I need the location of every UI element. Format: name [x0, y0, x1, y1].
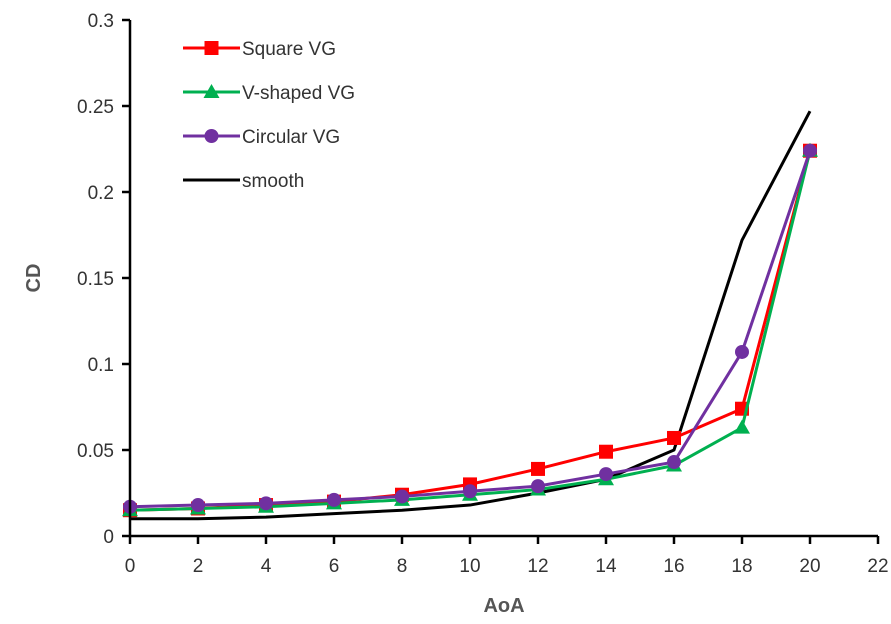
legend-label: Circular VG	[242, 127, 340, 148]
y-tick-label: 0	[103, 527, 114, 548]
plot-area	[122, 110, 818, 521]
data-point	[667, 455, 681, 470]
legend-entry: V-shaped VG	[183, 83, 355, 104]
legend-label: Square VG	[242, 39, 336, 60]
data-point	[803, 143, 817, 158]
legend-entry: Circular VG	[183, 127, 340, 148]
x-tick-label: 22	[867, 556, 888, 577]
data-point	[667, 430, 681, 445]
legend-label: V-shaped VG	[242, 83, 355, 104]
x-tick-label: 14	[595, 556, 617, 577]
data-point	[734, 419, 750, 434]
legend-marker	[204, 129, 219, 143]
data-point	[531, 461, 545, 476]
y-tick-label: 0.05	[77, 441, 114, 462]
x-tick-label: 18	[731, 556, 752, 577]
legend-marker	[203, 84, 220, 98]
x-axis-title: AoA	[483, 595, 524, 617]
y-axis-title: CD	[23, 264, 45, 293]
y-tick-label: 0.3	[88, 11, 114, 32]
legend-entry: smooth	[183, 171, 304, 192]
data-point	[327, 492, 341, 507]
x-tick-label: 16	[663, 556, 684, 577]
legend-entry: Square VG	[183, 39, 336, 60]
data-point	[395, 489, 409, 504]
data-point	[599, 444, 613, 459]
data-point	[259, 496, 273, 511]
y-tick-label: 0.15	[77, 269, 114, 290]
legend-marker	[204, 41, 219, 55]
series-circular-vg	[123, 143, 817, 514]
data-point	[735, 344, 749, 359]
x-tick-label: 2	[193, 556, 204, 577]
x-tick-label: 20	[799, 556, 820, 577]
y-tick-label: 0.2	[88, 183, 114, 204]
x-tick-label: 10	[459, 556, 480, 577]
x-tick-label: 12	[527, 556, 548, 577]
data-point	[463, 484, 477, 499]
legend-label: smooth	[242, 171, 304, 192]
axes	[122, 18, 880, 544]
x-tick-label: 6	[329, 556, 340, 577]
data-point	[599, 467, 613, 482]
x-tick-label: 0	[125, 556, 136, 577]
y-tick-label: 0.1	[88, 355, 114, 376]
series-smooth	[130, 110, 812, 521]
series-line	[130, 110, 812, 521]
x-tick-label: 4	[261, 556, 272, 577]
y-tick-label: 0.25	[77, 97, 114, 118]
x-tick-label: 8	[397, 556, 408, 577]
series-line	[129, 150, 812, 509]
series-line	[129, 150, 812, 512]
tick-labels: 0 0.05 0.1 0.15 0.2 0.25 0.3 0 2 4 6 8 10 12 14 16 18 20 2…	[77, 11, 889, 577]
data-point	[191, 498, 205, 513]
series-line	[129, 150, 812, 512]
legend: Square VG V-shaped VG Circular VG smooth	[183, 39, 355, 192]
data-point	[531, 479, 545, 494]
